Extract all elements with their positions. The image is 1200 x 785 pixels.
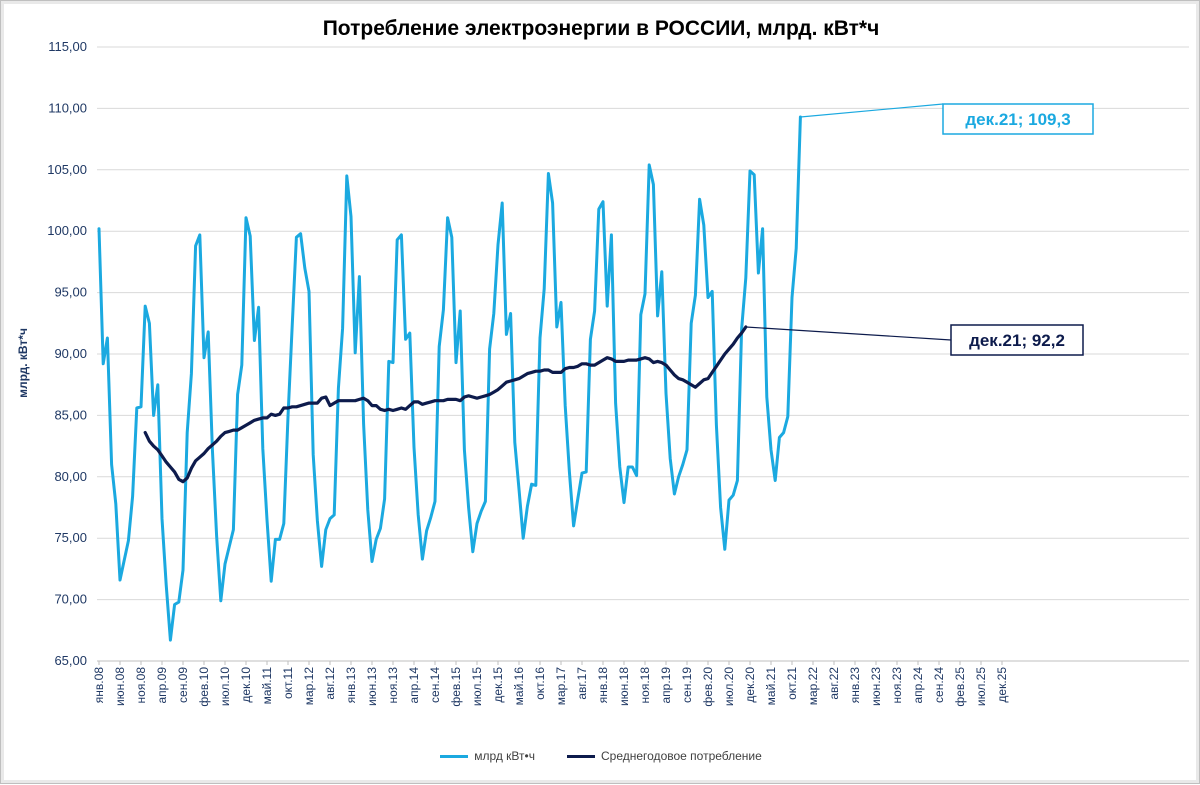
x-tick-label: июл.10 — [218, 667, 232, 706]
y-tick-label: 95,00 — [54, 285, 87, 300]
annotation-label-monthly: дек.21; 109,3 — [965, 110, 1070, 129]
x-tick-label: ноя.23 — [890, 667, 904, 704]
legend-item-average: Среднегодовое потребление — [566, 749, 762, 763]
series-lines — [97, 115, 802, 642]
x-tick-label: апр.14 — [407, 667, 421, 704]
x-tick-label: окт.11 — [281, 667, 295, 699]
x-tick-label: июл.15 — [470, 667, 484, 706]
x-tick-label: ноя.13 — [386, 667, 400, 704]
x-tick-label: сен.14 — [428, 667, 442, 703]
x-tick-label: фев.15 — [449, 667, 463, 707]
y-tick-label: 90,00 — [54, 346, 87, 361]
legend-item-monthly: млрд кВт•ч — [440, 749, 535, 763]
legend-label-monthly: млрд кВт•ч — [474, 749, 535, 763]
x-tick-label: окт.16 — [533, 667, 547, 700]
annotation-box-average — [950, 324, 1084, 356]
series-monthly-line — [97, 115, 802, 642]
legend: млрд кВт•ч Среднегодовое потребление — [1, 749, 1200, 763]
x-tick-label: июл.25 — [974, 667, 988, 706]
x-tick-label: апр.09 — [155, 667, 169, 704]
x-tick-label: фев.10 — [197, 667, 211, 707]
x-tick-label: янв.18 — [596, 667, 610, 704]
annotation-box-monthly — [942, 103, 1094, 135]
y-tick-label: 105,00 — [47, 162, 87, 177]
x-tick-label: июн.08 — [113, 667, 127, 706]
x-tick-label: июн.18 — [617, 667, 631, 706]
x-tick-label: авг.22 — [827, 667, 841, 700]
annotation-label-average: дек.21; 92,2 — [969, 331, 1065, 350]
x-tick-label: фев.25 — [953, 667, 967, 707]
x-tick-label: май.11 — [260, 667, 274, 705]
x-tick-label: авг.12 — [323, 667, 337, 700]
y-tick-label: 65,00 — [54, 653, 87, 668]
x-tick-label: апр.19 — [659, 667, 673, 704]
y-tick-label: 110,00 — [48, 100, 87, 115]
annotations: дек.21; 109,3 дек.21; 92,2 — [745, 103, 1094, 356]
x-tick-label: мар.12 — [302, 667, 316, 706]
x-tick-label: май.21 — [764, 667, 778, 706]
x-tick-label: июн.13 — [365, 667, 379, 706]
x-tick-label: мар.17 — [554, 667, 568, 706]
x-tick-label: ноя.18 — [638, 667, 652, 704]
legend-swatch-monthly — [440, 754, 469, 758]
x-tick-label: дек.15 — [491, 667, 505, 703]
annotation-leader-monthly — [800, 103, 944, 118]
x-tick-label: июн.23 — [869, 667, 883, 706]
x-axis-ticks: янв.08 июн.08 ноя.08 апр.09 сен.09 фев.10 июл.… — [92, 661, 1009, 707]
y-tick-label: 80,00 — [54, 469, 87, 484]
legend-label-average: Среднегодовое потребление — [600, 749, 762, 763]
x-tick-label: окт.21 — [785, 667, 799, 700]
x-tick-label: авг.17 — [575, 667, 589, 700]
x-tick-label: фев.20 — [701, 667, 715, 707]
x-tick-label: июл.20 — [722, 667, 736, 706]
series-average-line — [143, 325, 748, 484]
x-tick-label: ноя.08 — [134, 667, 148, 704]
annotation-leader-average — [745, 326, 952, 341]
x-tick-label: сен.09 — [176, 667, 190, 703]
chart-title: Потребление электроэнергии в РОССИИ, млр… — [322, 17, 880, 40]
x-tick-label: май.16 — [512, 667, 526, 706]
x-tick-label: янв.13 — [344, 667, 358, 704]
x-tick-label: сен.19 — [680, 667, 694, 703]
y-tick-label: 75,00 — [54, 530, 87, 545]
x-tick-label: мар.22 — [806, 667, 820, 706]
x-tick-label: дек.25 — [995, 667, 1009, 703]
y-tick-label: 85,00 — [54, 407, 87, 422]
x-tick-label: янв.23 — [848, 667, 862, 704]
y-axis-ticks: 65,00 70,00 75,00 80,00 85,00 90,00 95,00 100,0… — [47, 39, 87, 668]
x-tick-label: янв.08 — [92, 667, 106, 704]
x-tick-label: апр.24 — [911, 667, 925, 704]
x-tick-label: дек.20 — [743, 667, 757, 703]
x-tick-label: дек.10 — [239, 667, 253, 703]
legend-swatch-average — [566, 754, 595, 758]
y-tick-label: 115,00 — [48, 39, 87, 54]
y-tick-label: 100,00 — [47, 223, 87, 238]
y-tick-label: 70,00 — [54, 592, 87, 607]
x-tick-label: сен.24 — [932, 667, 946, 703]
